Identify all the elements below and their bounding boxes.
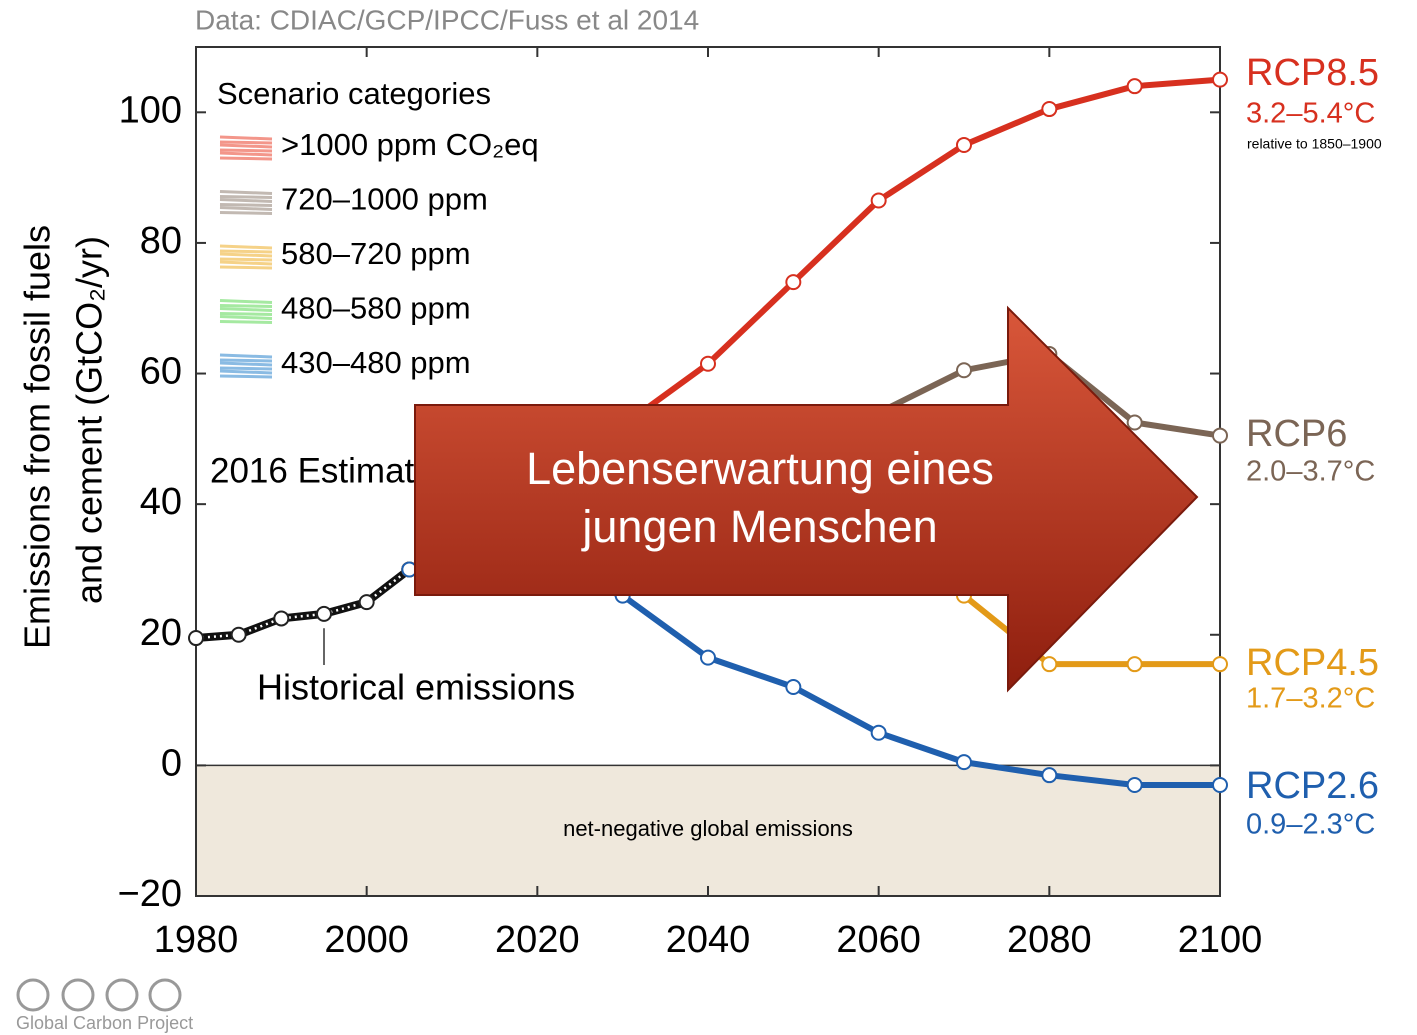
- legend-swatch: [219, 151, 273, 157]
- legend-swatch: [219, 135, 273, 141]
- point: [1212, 427, 1228, 444]
- y-tick-label: −20: [118, 873, 182, 915]
- x-tick-label: 2040: [666, 919, 751, 961]
- series-range: 1.7–3.2°C: [1246, 683, 1375, 715]
- legend-swatch: [219, 211, 273, 215]
- y-tick-label: 0: [161, 742, 182, 784]
- y-tick-label: 40: [140, 481, 182, 523]
- annotation: net-negative global emissions: [563, 816, 853, 841]
- legend-swatch: [219, 257, 273, 262]
- series-name: RCP4.5: [1246, 642, 1379, 684]
- legend-swatch: [219, 198, 273, 203]
- point: [1212, 71, 1228, 88]
- point: [1126, 776, 1143, 793]
- point: [956, 754, 972, 771]
- series-name: RCP6: [1246, 413, 1347, 455]
- legend-label: 720–1000 ppm: [281, 182, 488, 217]
- point: [1126, 78, 1143, 95]
- legend-swatch: [219, 203, 273, 207]
- legend-swatch: [219, 374, 273, 379]
- point: [1126, 656, 1143, 673]
- legend-swatch: [219, 312, 273, 316]
- legend-swatch: [219, 190, 273, 195]
- y-tick-label: 20: [140, 612, 182, 654]
- legend-swatch: [219, 315, 273, 320]
- series-range: 0.9–2.3°C: [1246, 809, 1375, 841]
- x-tick-label: 2000: [324, 919, 409, 961]
- x-tick-label: 2020: [495, 919, 580, 961]
- annotation: 2016 Estimate: [210, 451, 434, 490]
- legend-swatch: [219, 320, 273, 324]
- point: [1041, 101, 1058, 118]
- legend-swatch: [219, 156, 273, 161]
- legend-swatch: [219, 307, 273, 312]
- credit: Global Carbon Project: [16, 1013, 193, 1033]
- legend-swatch: [219, 299, 273, 304]
- series-range: 2.0–3.7°C: [1246, 456, 1375, 488]
- x-tick-label: 2060: [836, 919, 921, 961]
- point: [700, 355, 716, 372]
- legend-swatch: [219, 252, 273, 258]
- legend-swatch: [219, 369, 273, 375]
- point: [188, 630, 204, 647]
- y-tick-label: 60: [140, 351, 182, 393]
- arrow-text: jungen Menschen: [580, 501, 937, 552]
- negative-region: [196, 765, 1220, 896]
- legend-swatch: [219, 265, 273, 270]
- point: [870, 192, 887, 209]
- point: [785, 679, 802, 696]
- legend-swatch: [219, 366, 273, 371]
- y-tick-label: 100: [119, 89, 182, 131]
- legend-label: >1000 ppm CO₂eq: [281, 127, 539, 162]
- point: [316, 605, 332, 622]
- legend-swatch: [219, 260, 273, 266]
- legend-swatch: [219, 249, 273, 254]
- series-range: 3.2–5.4°C: [1246, 98, 1375, 130]
- legend-label: 430–480 ppm: [281, 345, 471, 380]
- point: [1041, 767, 1058, 784]
- chart-title: Data: CDIAC/GCP/IPCC/Fuss et al 2014: [195, 4, 699, 35]
- series-name: RCP2.6: [1246, 765, 1379, 807]
- legend-swatch: [219, 353, 273, 359]
- legend-swatch: [219, 140, 273, 145]
- legend-label: 480–580 ppm: [281, 291, 471, 326]
- point: [1212, 656, 1228, 673]
- y-axis-label: and cement (GtCO₂/yr): [69, 236, 110, 604]
- point: [956, 136, 972, 153]
- annotation: relative to 1850–1900: [1247, 136, 1382, 152]
- point: [700, 649, 716, 666]
- legend-swatch: [219, 358, 273, 363]
- y-tick-label: 80: [140, 220, 182, 262]
- series-name: Historical emissions: [257, 667, 575, 708]
- point: [358, 594, 375, 611]
- point: [1212, 776, 1228, 793]
- plot: net-negative global emissions−2002040608…: [118, 46, 1382, 961]
- x-tick-label: 2100: [1178, 919, 1263, 961]
- legend-swatch: [219, 195, 273, 199]
- series-name: RCP8.5: [1246, 52, 1379, 94]
- point: [870, 724, 887, 741]
- point: [273, 610, 290, 627]
- legend-swatch: [219, 361, 273, 367]
- legend-swatch: [219, 244, 273, 250]
- point: [1041, 656, 1058, 673]
- legend-swatch: [219, 148, 273, 153]
- point: [956, 362, 972, 379]
- cc-icons: [16, 978, 182, 1012]
- arrow-text: Lebenserwartung eines: [526, 443, 994, 494]
- x-tick-label: 1980: [154, 919, 239, 961]
- legend-title: Scenario categories: [217, 76, 491, 111]
- point: [1126, 414, 1143, 431]
- point: [785, 274, 802, 291]
- y-axis-label: Emissions from fossil fuels: [17, 225, 58, 649]
- arrow: [414, 305, 1199, 693]
- legend-label: 580–720 ppm: [281, 236, 471, 271]
- legend-swatch: [219, 304, 273, 308]
- legend-swatch: [219, 143, 273, 149]
- x-tick-label: 2080: [1007, 919, 1092, 961]
- point: [230, 626, 247, 643]
- legend-swatch: [219, 206, 273, 211]
